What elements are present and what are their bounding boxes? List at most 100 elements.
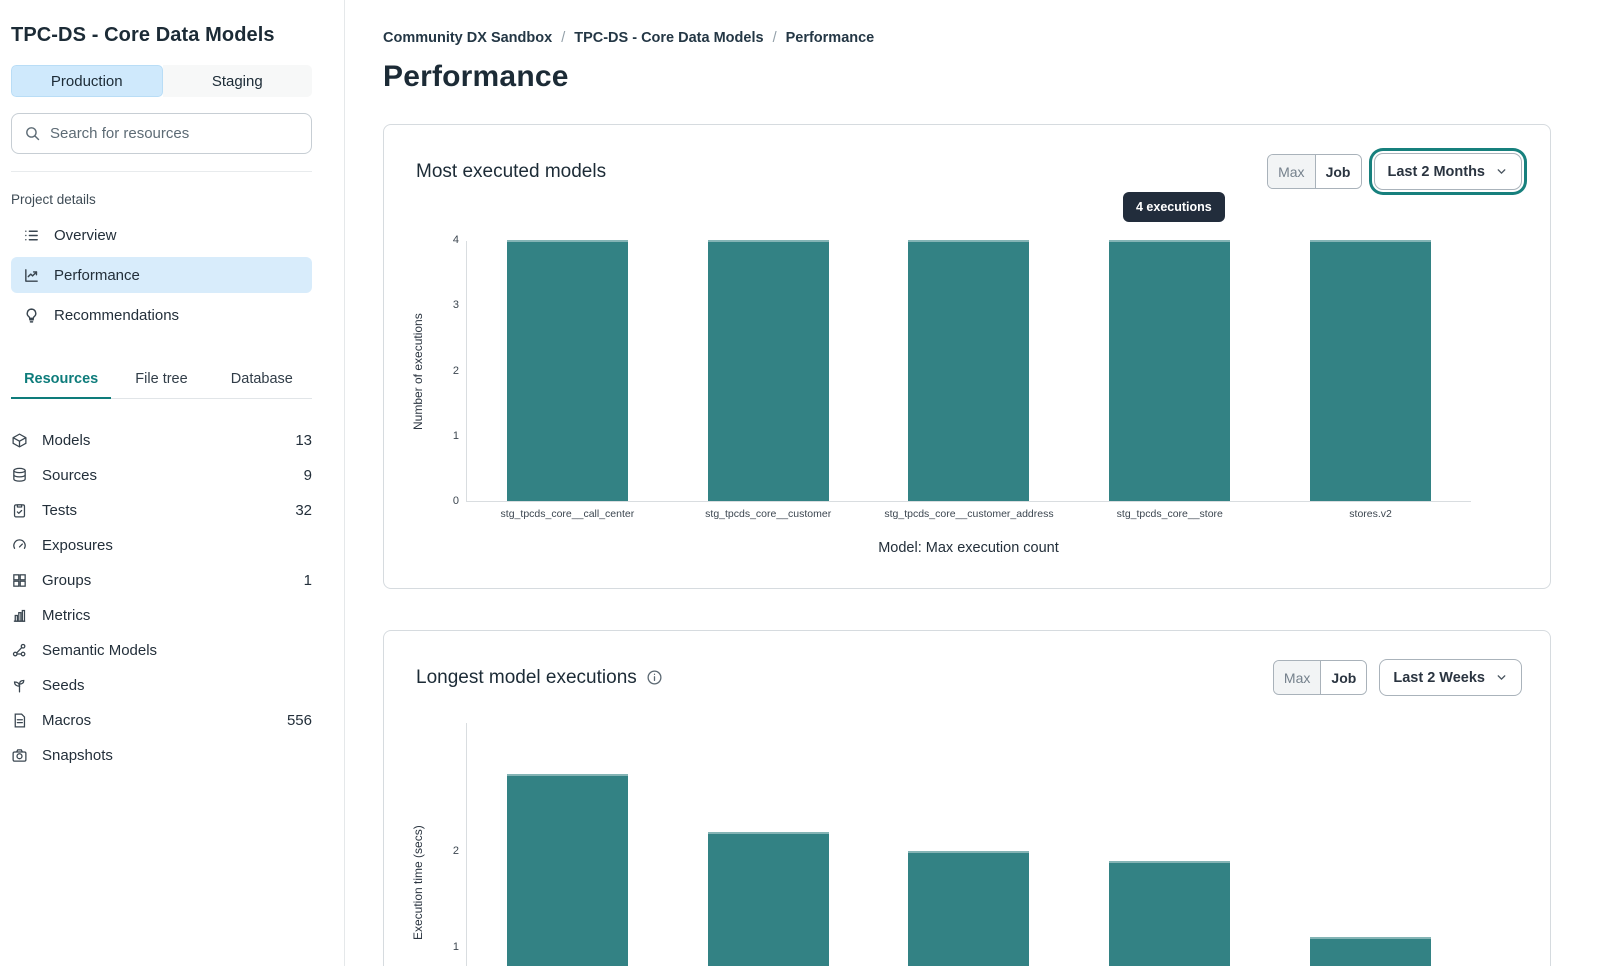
resource-count: 1 bbox=[303, 572, 312, 589]
bar-slot: stg_tpcds_core__call_center bbox=[467, 240, 668, 520]
resource-row-semantic-models[interactable]: Semantic Models bbox=[11, 633, 312, 668]
chevron-down-icon bbox=[1497, 675, 1506, 681]
job-button[interactable]: Job bbox=[1315, 155, 1361, 188]
resource-row-metrics[interactable]: Metrics bbox=[11, 598, 312, 633]
gauge-icon bbox=[11, 537, 28, 554]
bar[interactable] bbox=[1109, 240, 1231, 501]
resource-label: Seeds bbox=[42, 677, 85, 694]
x-tick-label: stores.v2 bbox=[1349, 508, 1392, 520]
resource-row-tests[interactable]: Tests 32 bbox=[11, 493, 312, 528]
grid-icon bbox=[11, 572, 28, 589]
resource-label: Exposures bbox=[42, 537, 113, 554]
document-icon bbox=[11, 712, 28, 729]
resource-count: 9 bbox=[303, 467, 312, 484]
search-input[interactable] bbox=[50, 125, 299, 142]
clipboard-check-icon bbox=[11, 502, 28, 519]
x-tick-label: stg_tpcds_core__customer_address bbox=[884, 508, 1054, 520]
max-button[interactable]: Max bbox=[1273, 661, 1322, 694]
bar[interactable] bbox=[707, 240, 829, 501]
bar-slot bbox=[668, 723, 869, 966]
resource-row-sources[interactable]: Sources 9 bbox=[11, 458, 312, 493]
resource-label: Metrics bbox=[42, 607, 91, 624]
cube-icon bbox=[11, 432, 28, 449]
camera-icon bbox=[11, 747, 28, 764]
bar[interactable] bbox=[908, 851, 1030, 966]
bar[interactable] bbox=[1109, 860, 1231, 966]
time-range-dropdown[interactable]: Last 2 Months bbox=[1373, 153, 1522, 190]
resource-row-seeds[interactable]: Seeds bbox=[11, 668, 312, 703]
bar[interactable] bbox=[908, 240, 1030, 501]
tab-database[interactable]: Database bbox=[230, 371, 293, 387]
page-title: Performance bbox=[383, 60, 569, 93]
resource-count: 32 bbox=[295, 502, 312, 519]
bars-layer bbox=[467, 723, 1471, 966]
env-tab-staging[interactable]: Staging bbox=[162, 65, 312, 97]
project-details-label: Project details bbox=[11, 192, 96, 207]
chart-title: Most executed models bbox=[416, 160, 607, 182]
bar[interactable] bbox=[506, 774, 628, 966]
resource-count: 13 bbox=[295, 432, 312, 449]
resource-row-exposures[interactable]: Exposures bbox=[11, 528, 312, 563]
bar[interactable] bbox=[1310, 937, 1432, 966]
sidebar-item-label: Performance bbox=[54, 266, 140, 284]
project-title: TPC-DS - Core Data Models bbox=[11, 24, 275, 46]
resource-row-snapshots[interactable]: Snapshots bbox=[11, 738, 312, 773]
resource-label: Semantic Models bbox=[42, 642, 158, 659]
x-axis-title: Model: Max execution count bbox=[878, 540, 1059, 556]
time-range-dropdown[interactable]: Last 2 Weeks bbox=[1379, 659, 1522, 696]
y-axis-label: Execution time (secs) bbox=[411, 825, 425, 941]
chart-title-text: Longest model executions bbox=[416, 666, 637, 688]
chart-controls: Max Job Last 2 Months bbox=[1267, 153, 1522, 190]
chevron-down-icon bbox=[1497, 169, 1506, 175]
y-tick-label: 2 bbox=[452, 845, 459, 857]
sidebar-item-recommendations[interactable]: Recommendations bbox=[11, 297, 312, 333]
job-button[interactable]: Job bbox=[1321, 661, 1367, 694]
x-tick-label: stg_tpcds_core__call_center bbox=[500, 508, 635, 520]
main-content: Community DX Sandbox / TPC-DS - Core Dat… bbox=[345, 0, 1621, 966]
search-box[interactable] bbox=[11, 113, 312, 154]
resource-count: 556 bbox=[286, 712, 312, 729]
resource-row-macros[interactable]: Macros 556 bbox=[11, 703, 312, 738]
resource-label: Models bbox=[42, 432, 91, 449]
card-header: Longest model executions Max Job Last 2 … bbox=[384, 631, 1550, 696]
resource-label: Tests bbox=[42, 502, 78, 519]
resource-row-models[interactable]: Models 13 bbox=[11, 423, 312, 458]
resource-label: Macros bbox=[42, 712, 92, 729]
sidebar-item-performance[interactable]: Performance bbox=[11, 257, 312, 293]
card-most-executed-models: Most executed models Max Job Last 2 Mont… bbox=[383, 124, 1551, 589]
resource-row-groups[interactable]: Groups 1 bbox=[11, 563, 312, 598]
bar-slot: stg_tpcds_core__store bbox=[1069, 240, 1270, 520]
breadcrumb-separator: / bbox=[561, 30, 566, 46]
bar[interactable] bbox=[506, 240, 628, 501]
env-tab-production[interactable]: Production bbox=[11, 65, 163, 97]
sidebar-item-overview[interactable]: Overview bbox=[11, 217, 312, 253]
resource-label: Snapshots bbox=[42, 747, 113, 764]
breadcrumb-item[interactable]: TPC-DS - Core Data Models bbox=[574, 30, 764, 46]
bar-slot bbox=[467, 723, 668, 966]
max-job-toggle: Max Job bbox=[1272, 660, 1368, 695]
sprout-icon bbox=[11, 677, 28, 694]
y-tick-label: 1 bbox=[452, 941, 459, 953]
bar-slot bbox=[1270, 723, 1471, 966]
bar-slot: stores.v2 bbox=[1270, 240, 1471, 520]
card-longest-model-executions: Longest model executions Max Job Last 2 … bbox=[383, 630, 1551, 966]
tab-file-tree[interactable]: File tree bbox=[135, 371, 188, 387]
bar-slot: stg_tpcds_core__customer_address bbox=[869, 240, 1070, 520]
card-header: Most executed models Max Job Last 2 Mont… bbox=[384, 125, 1550, 190]
breadcrumb-separator: / bbox=[772, 30, 777, 46]
max-job-toggle: Max Job bbox=[1267, 154, 1362, 189]
bar-chart-icon bbox=[11, 607, 28, 624]
network-icon bbox=[11, 642, 28, 659]
resource-label: Sources bbox=[42, 467, 98, 484]
time-range-value: Last 2 Weeks bbox=[1393, 669, 1485, 686]
bar[interactable] bbox=[707, 831, 829, 966]
bar-tooltip: 4 executions bbox=[1123, 192, 1225, 222]
resource-label: Groups bbox=[42, 572, 92, 589]
bar[interactable] bbox=[1310, 240, 1432, 501]
breadcrumb-item[interactable]: Community DX Sandbox bbox=[383, 30, 553, 46]
tab-resources[interactable]: Resources bbox=[11, 361, 112, 399]
bar-chart: stg_tpcds_core__call_center stg_tpcds_cor… bbox=[453, 234, 1471, 520]
max-button[interactable]: Max bbox=[1268, 155, 1316, 188]
info-icon[interactable] bbox=[646, 669, 663, 686]
line-chart-icon bbox=[23, 267, 40, 284]
